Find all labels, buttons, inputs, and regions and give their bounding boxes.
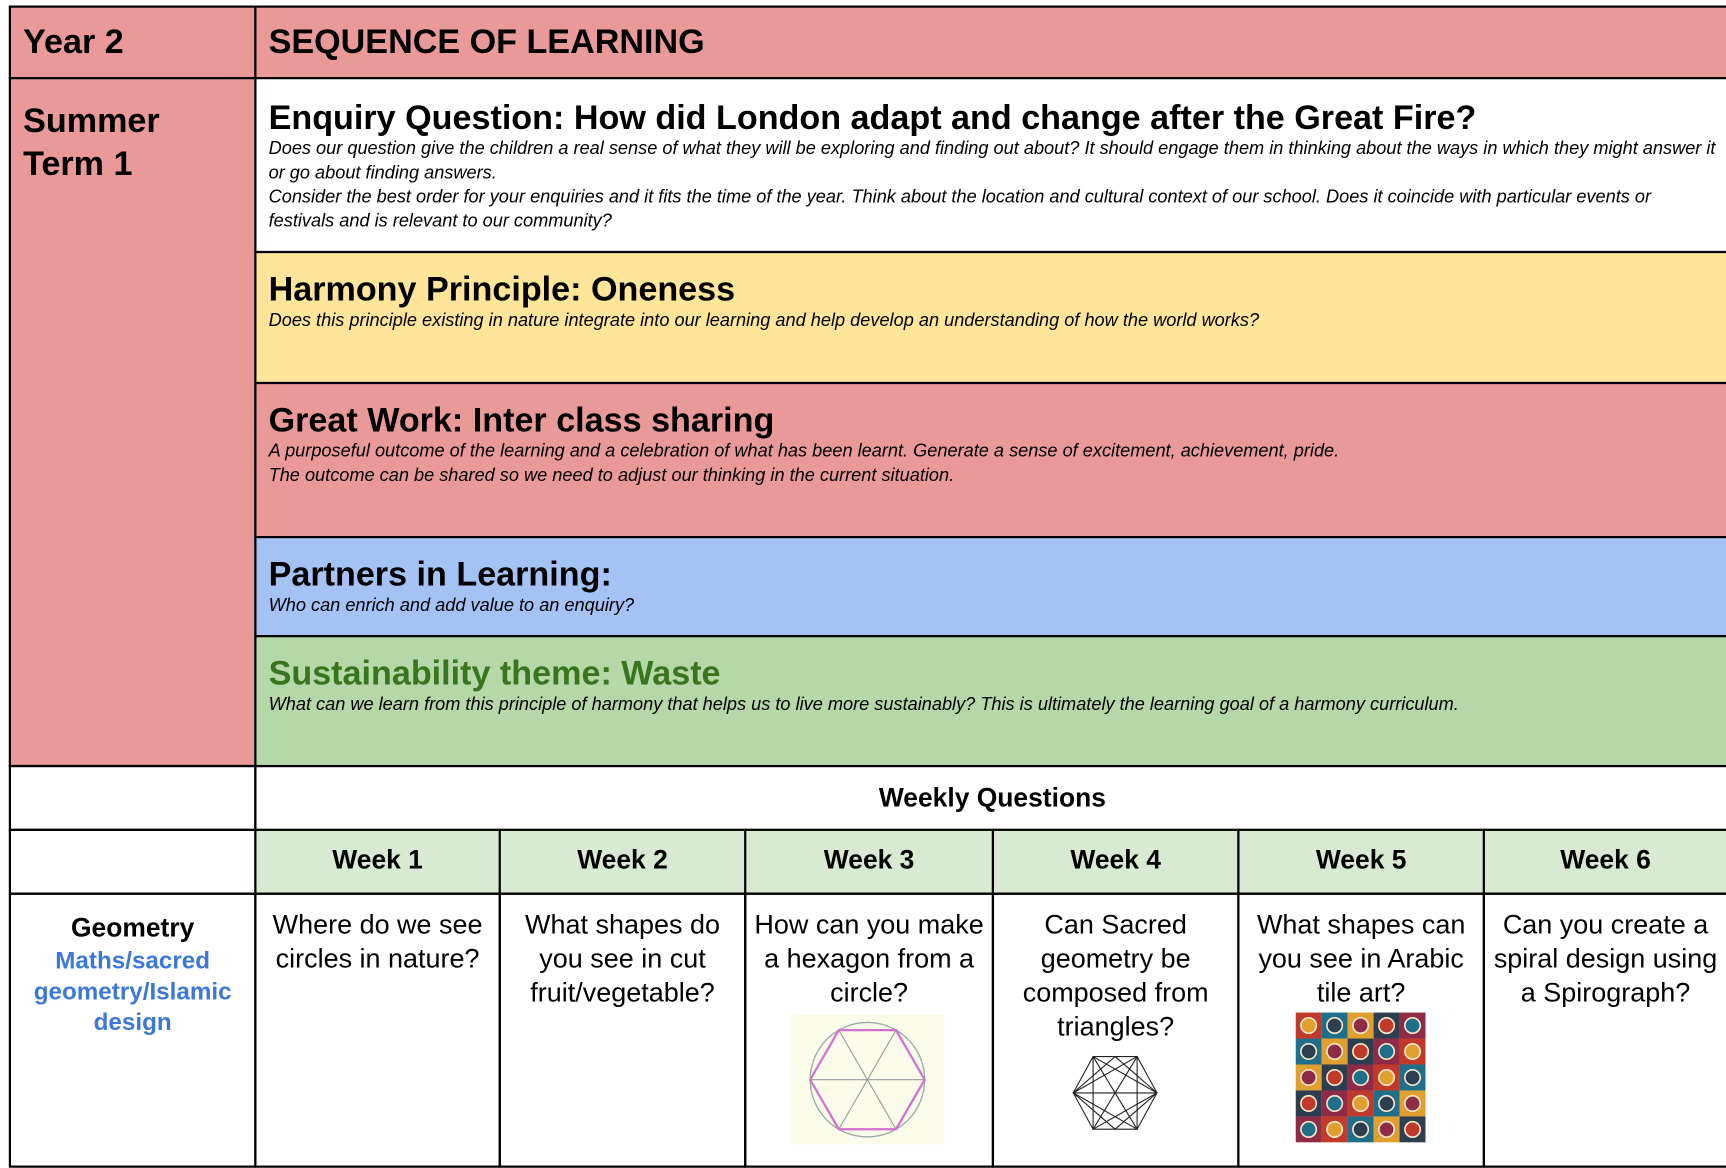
week-label: Week 5 xyxy=(1315,845,1407,875)
triangle-illustration xyxy=(1072,1055,1159,1131)
section-description: The outcome can be shared so we need to … xyxy=(268,465,955,486)
section-description: What can we learn from this principle of… xyxy=(268,694,1459,715)
week-header-cell: Week 4 xyxy=(991,828,1240,895)
section-description: Does this principle existing in nature i… xyxy=(268,310,1260,331)
week-question-cell: How can you make a hexagon from a circle… xyxy=(744,892,995,1168)
subject-title: Geometry xyxy=(70,913,195,944)
week-header-cell: Week 2 xyxy=(498,828,747,895)
week-label: Week 1 xyxy=(332,845,423,875)
section-title: Sustainability theme: Waste xyxy=(268,653,721,693)
term-label: Summer Term 1 xyxy=(23,101,160,183)
week-question: What shapes do you see in cut fruit/vege… xyxy=(525,910,720,1009)
subject-cell: Geometry Maths/sacred geometry/Islamic d… xyxy=(8,892,257,1168)
week-question: How can you make a hexagon from a circle… xyxy=(754,910,984,1009)
section-cell: Great Work: Inter class sharing A purpose… xyxy=(254,381,1726,539)
week-header-cell: Week 1 xyxy=(254,828,501,895)
week-question: What shapes can you see in Arabic tile a… xyxy=(1256,910,1466,1009)
week-label: Week 2 xyxy=(577,845,668,875)
week-question-cell: What shapes do you see in cut fruit/vege… xyxy=(498,892,747,1168)
week-question: Can you create a spiral design using a S… xyxy=(1493,910,1718,1009)
section-description: Consider the best order for your enquiri… xyxy=(268,187,1652,232)
week-label: Week 3 xyxy=(823,845,915,875)
week-header-cell: Week 5 xyxy=(1237,828,1485,895)
blank-cell xyxy=(8,828,257,895)
week-question: Can Sacred geometry be composed from tri… xyxy=(1022,910,1209,1043)
week-question: Where do we see circles in nature? xyxy=(272,910,483,975)
section-title: Partners in Learning: xyxy=(268,554,612,594)
week-question-cell: Where do we see circles in nature? xyxy=(254,892,501,1168)
week-question-cell: Can Sacred geometry be composed from tri… xyxy=(991,892,1240,1168)
week-question-cell: What shapes can you see in Arabic tile a… xyxy=(1237,892,1485,1168)
week-header-cell: Week 6 xyxy=(1482,828,1726,895)
week-header-cell: Week 3 xyxy=(744,828,995,895)
section-description: Does our question give the children a re… xyxy=(268,138,1716,183)
year-cell: Year 2 xyxy=(8,5,257,80)
weekly-heading-cell: Weekly Questions xyxy=(254,764,1726,831)
term-cell: Summer Term 1 xyxy=(8,77,257,768)
weekly-heading: Weekly Questions xyxy=(878,783,1106,814)
section-title: Great Work: Inter class sharing xyxy=(268,400,775,440)
week-question-cell: Can you create a spiral design using a S… xyxy=(1482,892,1726,1168)
section-description: Who can enrich and add value to an enqui… xyxy=(268,595,635,616)
week-label: Week 4 xyxy=(1070,845,1161,875)
section-title: Enquiry Question: How did London adapt a… xyxy=(268,97,1477,137)
page-title: SEQUENCE OF LEARNING xyxy=(268,22,705,61)
section-title: Harmony Principle: Oneness xyxy=(268,269,736,309)
year-label: Year 2 xyxy=(23,22,124,61)
section-description: A purposeful outcome of the learning and… xyxy=(268,441,1340,462)
tile-illustration xyxy=(1295,1012,1426,1143)
subject-subtitle: Maths/sacred geometry/Islamic design xyxy=(33,946,232,1036)
section-cell: Harmony Principle: Oneness Does this prin… xyxy=(254,250,1726,385)
week-label: Week 6 xyxy=(1560,845,1651,875)
section-cell: Partners in Learning: Who can enrich and … xyxy=(254,535,1726,638)
section-cell: Sustainability theme: Waste What can we l… xyxy=(254,635,1726,768)
hexagon-illustration xyxy=(790,1014,945,1145)
title-cell: SEQUENCE OF LEARNING xyxy=(254,5,1726,80)
section-cell: Enquiry Question: How did London adapt a… xyxy=(254,77,1726,254)
blank-cell xyxy=(8,764,257,831)
